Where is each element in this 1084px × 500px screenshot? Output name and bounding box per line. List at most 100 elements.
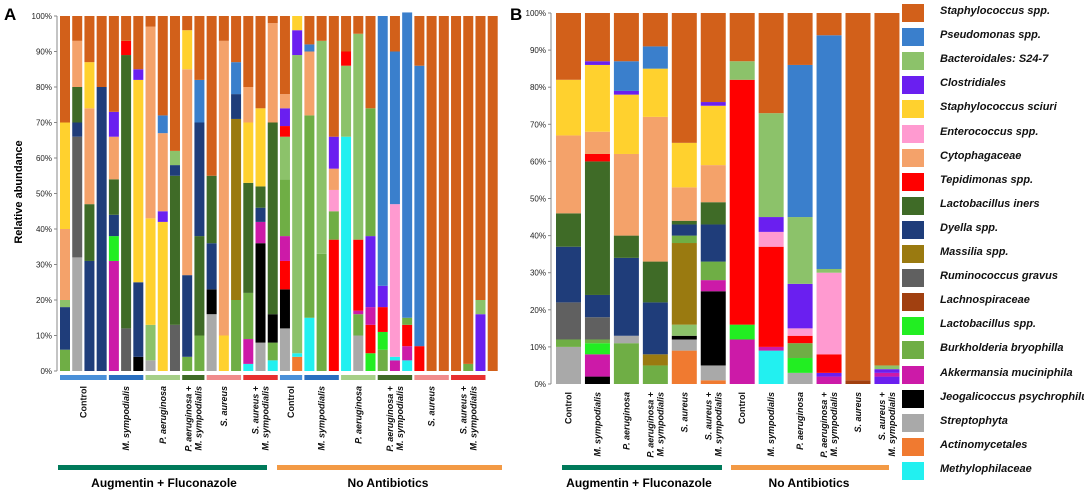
bar-segment-rumino [72, 136, 83, 258]
bar-segment-pseudo [414, 65, 425, 347]
legend-swatch [902, 413, 924, 432]
bar-segment-burk [377, 349, 388, 371]
bar-segment-clost [377, 285, 388, 308]
legend-swatch [902, 461, 924, 480]
bar-segment-staph [758, 13, 784, 114]
bar-segment-entero [328, 189, 339, 212]
bar-35 [475, 16, 486, 371]
legend-swatch [902, 124, 924, 143]
legend-label: Lachnospiraceae [940, 294, 1030, 307]
group-strip [377, 375, 413, 380]
bar-29 [402, 12, 413, 371]
legend-item: Staphylococcus spp. [902, 4, 1084, 22]
bar-segment-cyto [145, 26, 156, 219]
bar-segment-dyella [84, 260, 95, 371]
bar-segment-methylo [304, 317, 315, 371]
bar-6 [121, 16, 132, 371]
bar-segment-entero [787, 328, 813, 336]
bar-segment-sciuri [700, 105, 726, 166]
group-label: P. aeruginosa [353, 386, 363, 444]
treated-bar [562, 465, 722, 470]
group-label: P. aeruginosa + [385, 385, 395, 451]
bar-segment-jeog [279, 289, 290, 329]
bar-segment-clost [279, 108, 290, 127]
bar-segment-bact [169, 150, 180, 166]
bar-segment-staph [72, 16, 83, 41]
legend-label: Dyella spp. [940, 221, 999, 234]
y-tick-label: 50% [530, 195, 546, 204]
legend-label: Pseudomonas spp. [940, 29, 1041, 42]
bar-segment-burk [556, 339, 581, 347]
bar-segment-iners [671, 220, 697, 225]
bar-segment-staph [231, 16, 242, 63]
bar-segment-cyto [613, 153, 639, 236]
y-tick-label: 70% [530, 120, 546, 129]
bar-segment-strepto [279, 328, 290, 371]
bar-segment-bact [279, 136, 290, 180]
legend-label: Massilia spp. [940, 246, 1009, 258]
bar-segment-tepid [402, 324, 413, 347]
bar-segment-tepid [729, 79, 755, 325]
bar-segment-bact [874, 365, 900, 370]
bar-11 [845, 13, 871, 384]
bar-segment-akker [255, 221, 266, 244]
bar-segment-massilia [671, 243, 697, 325]
bar-segment-akker [353, 310, 364, 315]
bar-segment-iners [84, 204, 95, 261]
bar-segment-staph [353, 16, 364, 34]
category-label: P. aeruginosa + [819, 391, 829, 457]
bar-segment-staph [700, 13, 726, 103]
bar-segment-cyto [700, 165, 726, 203]
legend-swatch [902, 269, 924, 288]
bar-segment-staph [426, 16, 437, 371]
category-label: S. aureus [679, 392, 689, 433]
bar-segment-tepid [758, 246, 784, 347]
bar-segment-methylo [758, 350, 784, 384]
bar-segment-methylo [389, 356, 400, 361]
bar-segment-tepid [121, 40, 132, 56]
bar-segment-iners [255, 186, 266, 208]
legend-swatch [902, 172, 924, 191]
bar-segment-staph [218, 16, 229, 41]
bar-34 [463, 16, 474, 371]
legend-label: Bacteroidales: S24-7 [940, 53, 1049, 66]
legend-item: Lachnospiraceae [902, 293, 1084, 312]
bar-segment-strepto [255, 342, 266, 371]
legend-swatch [902, 4, 924, 22]
group-strip [108, 375, 144, 380]
bar-segment-methylo [267, 360, 278, 371]
legend-item: Bacteroidales: S24-7 [902, 52, 1084, 71]
bar-segment-cyto [642, 116, 668, 262]
bar-segment-burk [642, 365, 668, 384]
bar-segment-bact [475, 300, 486, 315]
bar-33 [451, 16, 462, 371]
y-tick-label: 20% [36, 296, 52, 305]
bar-segment-sciuri [255, 108, 266, 187]
bar-segment-burk [353, 314, 364, 336]
legend-swatch [902, 100, 924, 119]
bar-segment-dyella [206, 243, 217, 290]
bar-1 [556, 13, 581, 384]
legend-item: Pseudomonas spp. [902, 28, 1084, 47]
bar-9 [787, 13, 813, 384]
legend-swatch [902, 341, 924, 360]
bar-segment-cyto [267, 23, 278, 123]
legend-swatch [902, 365, 924, 384]
bar-segment-cyto [671, 187, 697, 221]
bar-segment-staph [451, 16, 462, 371]
bar-segment-bact [145, 324, 156, 361]
bar-11 [182, 16, 193, 371]
bar-segment-akker [243, 339, 254, 364]
y-tick-label: 20% [530, 306, 546, 315]
bar-segment-akker [365, 307, 376, 325]
group-label: S. aureus + [458, 385, 468, 434]
legend-swatch [902, 76, 924, 95]
group-label: M. sympodialis [121, 386, 131, 451]
legend-item: Ruminococcus gravus [902, 269, 1084, 288]
legend-label: Methylophilaceae [940, 462, 1032, 475]
bar-2 [72, 16, 83, 371]
bar-segment-clost [108, 111, 119, 137]
bar-segment-sciuri [157, 221, 168, 371]
